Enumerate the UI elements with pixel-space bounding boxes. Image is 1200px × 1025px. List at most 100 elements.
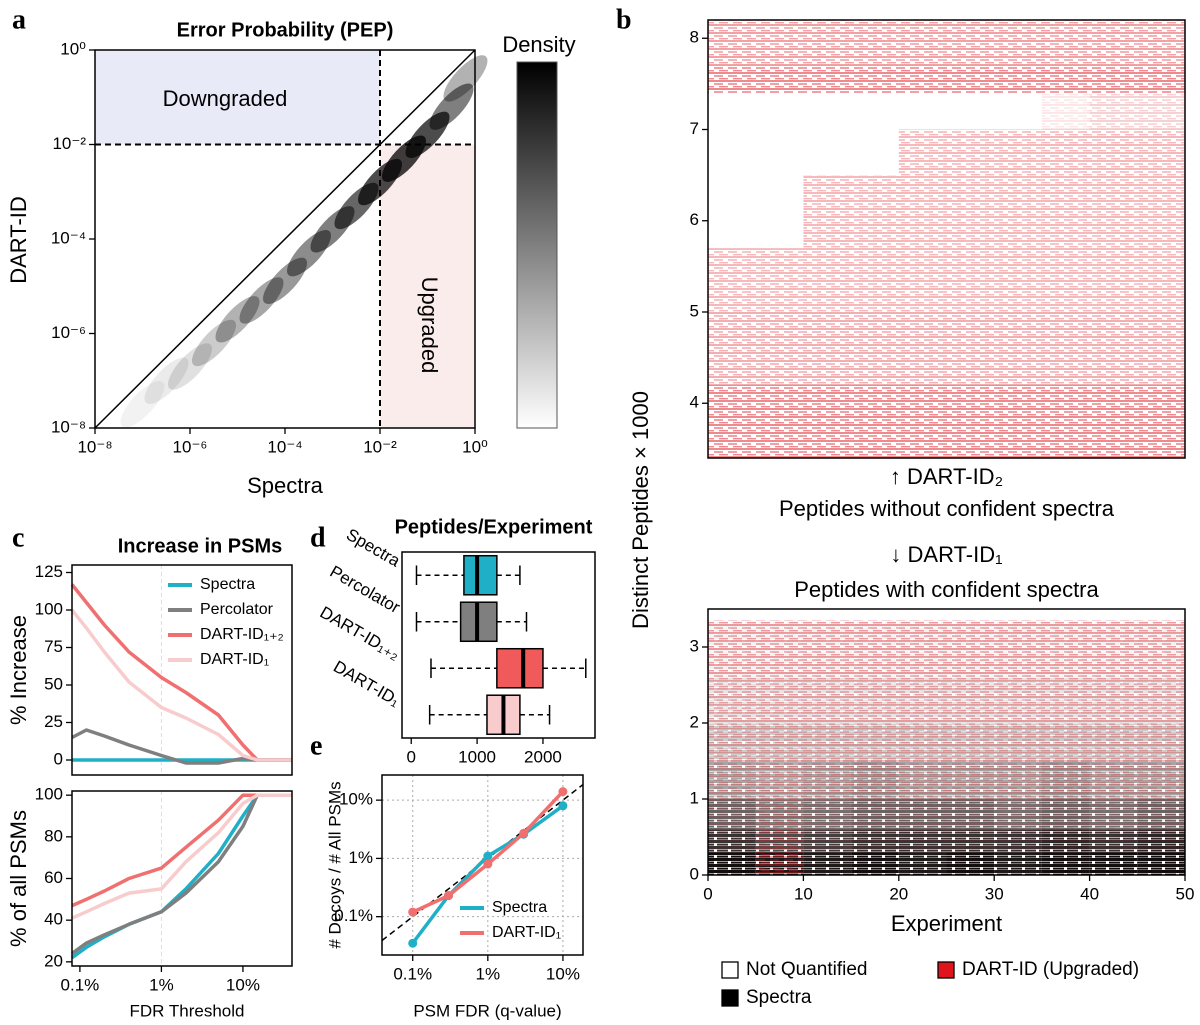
- heatmap-cell: [946, 723, 995, 761]
- heatmap-cell: [898, 385, 947, 458]
- heatmap-cell: [1137, 20, 1185, 66]
- heatmap-cell: [898, 852, 947, 875]
- heatmap-cell: [851, 723, 899, 761]
- heatmap-cell: [1041, 677, 1090, 723]
- heatmap-cell: [994, 65, 1042, 93]
- heatmap-cell: [708, 385, 756, 458]
- x-tick-label: 10⁰: [462, 437, 488, 456]
- annotation: Upgraded: [417, 277, 442, 374]
- heatmap-cell: [851, 93, 899, 130]
- heatmap-cell: [1137, 248, 1185, 312]
- heatmap-cell: [1089, 761, 1138, 799]
- heatmap-cell: [803, 65, 852, 93]
- section-label: ↓ DART-ID₁: [890, 542, 1002, 567]
- heatmap-cell: [803, 620, 852, 678]
- x-tick-label: 0: [406, 747, 415, 766]
- heatmap-cell: [708, 248, 756, 312]
- legend-label: Percolator: [200, 601, 274, 618]
- y-tick-label: 5: [690, 301, 699, 320]
- heatmap-cell: [1137, 175, 1185, 249]
- heatmap-cell: [1041, 829, 1090, 853]
- heatmap-cell: [898, 761, 947, 799]
- heatmap-cell: [946, 312, 995, 385]
- heatmap-cell: [708, 20, 756, 66]
- plot-frame: [381, 774, 584, 956]
- x-tick-label: 1000: [458, 747, 496, 766]
- heatmap-cell: [708, 312, 756, 385]
- heatmap-cell: [851, 248, 899, 312]
- series-marker: [408, 938, 418, 948]
- section-caption: Peptides without confident spectra: [779, 496, 1115, 521]
- heatmap-cell: [946, 129, 995, 176]
- heatmap-cell: [994, 799, 1042, 830]
- y-tick-label: 100: [35, 599, 63, 618]
- heatmap-cell: [755, 620, 804, 678]
- panel-letter: b: [616, 4, 632, 35]
- panel-letter: c: [12, 522, 24, 553]
- chart-title: Peptides/Experiment: [395, 516, 593, 538]
- heatmap-cell: [946, 620, 995, 678]
- x-tick-label: 10: [794, 884, 813, 903]
- x-tick-label: 10%: [226, 975, 260, 994]
- y-tick-label: 3: [690, 636, 699, 655]
- heatmap-cell: [803, 312, 852, 385]
- y-tick-label: 10%: [339, 790, 373, 809]
- series-marker: [444, 891, 454, 901]
- section-caption: Peptides with confident spectra: [794, 577, 1099, 602]
- heatmap-cell: [1137, 799, 1185, 830]
- x-tick-label: 0: [703, 884, 712, 903]
- heatmap-cell: [1137, 723, 1185, 761]
- chart-title: Error Probability (PEP): [177, 19, 394, 41]
- heatmap-cell: [994, 20, 1042, 66]
- heatmap-cell: [755, 829, 804, 853]
- density-cell: [192, 319, 236, 367]
- heatmap-cell: [994, 385, 1042, 458]
- heatmap-cell: [994, 93, 1042, 130]
- heatmap-cell: [1137, 852, 1185, 875]
- density-cell: [429, 83, 474, 130]
- heatmap-cell: [1137, 385, 1185, 458]
- heatmap-cell: [803, 93, 851, 130]
- y-tick-label: 10⁻⁶: [51, 323, 86, 342]
- panel-letter: a: [12, 4, 26, 35]
- heatmap-cell: [755, 852, 804, 875]
- heatmap-cell: [851, 312, 899, 385]
- heatmap-cell: [755, 20, 804, 66]
- heatmap-cell: [1089, 829, 1138, 853]
- heatmap-cell: [803, 175, 852, 249]
- heatmap-cell: [994, 312, 1042, 385]
- density-cell: [263, 257, 307, 305]
- x-tick-label: 40: [1080, 884, 1099, 903]
- y-axis-title: DART-ID: [6, 196, 31, 284]
- x-axis-title: Spectra: [247, 473, 324, 498]
- series-line: [71, 793, 292, 908]
- y-tick-label: 40: [44, 910, 63, 929]
- heatmap-cell: [755, 312, 804, 385]
- x-axis-title: Experiment: [891, 911, 1002, 936]
- series-marker: [408, 907, 418, 917]
- x-tick-label: 1%: [476, 964, 501, 983]
- x-tick-label: 10⁻⁶: [173, 437, 208, 456]
- heatmap-cell: [946, 799, 995, 830]
- heatmap-cell: [1089, 620, 1138, 678]
- heatmap-cell: [1137, 93, 1185, 130]
- series-line: [71, 728, 292, 765]
- heatmap-cell: [756, 175, 804, 248]
- heatmap-cell: [946, 65, 995, 93]
- heatmap-cell: [898, 799, 947, 830]
- heatmap-cell: [851, 677, 899, 723]
- legend-label: DART-ID₁₊₂: [200, 626, 284, 643]
- legend-swatch: [937, 961, 955, 979]
- heatmap-cell: [946, 761, 995, 799]
- heatmap-cell: [803, 799, 852, 830]
- x-axis-title: PSM FDR (q-value): [413, 1001, 561, 1020]
- heatmap-cell: [1041, 129, 1090, 176]
- box: [496, 647, 544, 689]
- heatmap-cell: [1089, 312, 1138, 385]
- section-label: ↑ DART-ID₂: [890, 464, 1003, 489]
- box: [463, 554, 498, 596]
- heatmap-cell: [755, 761, 804, 799]
- y-tick-label: 0.1%: [334, 906, 373, 925]
- heatmap-cell: [803, 852, 852, 875]
- heatmap-cell: [898, 129, 947, 176]
